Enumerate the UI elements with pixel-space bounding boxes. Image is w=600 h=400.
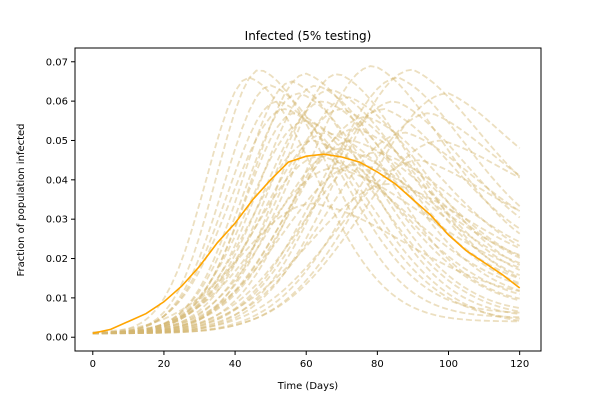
simulation-run-line [92,72,520,335]
simulation-run-line [92,84,520,334]
simulation-run-line [92,119,520,334]
y-tick-label: 0.00 [46,333,68,344]
simulation-run-line [92,88,521,335]
simulation-run-line [92,69,520,335]
x-axis-ticks: 0 20 40 60 80 100 120 [90,351,529,370]
simulation-run-line [92,96,521,335]
simulation-run-line [92,151,521,335]
y-tick-label: 0.02 [46,254,68,265]
simulation-run-line [92,68,521,335]
simulation-run-line [92,100,521,335]
plot-area-frame [74,47,542,352]
y-tick-label: 0.04 [46,175,68,186]
simulation-run-line [92,100,520,334]
x-tick-label: 120 [510,359,529,370]
x-tick-label: 60 [300,359,313,370]
simulation-run-line [92,112,520,335]
simulation-run-line [92,92,520,335]
simulation-run-line [92,65,521,335]
simulation-run-line [92,108,521,335]
x-axis-label: Time (Days) [277,381,339,392]
x-tick-label: 20 [158,359,171,370]
mean-line [92,153,521,335]
simulation-run-line [92,92,521,335]
simulation-run-line [92,100,521,335]
y-axis-label: Fraction of population infected [16,123,27,276]
x-tick-label: 0 [90,359,96,370]
simulation-run-line [92,80,520,335]
simulation-run-line [92,108,520,334]
simulation-run-line [92,163,521,334]
simulation-run-line [92,131,521,334]
simulation-run-line [92,84,520,335]
simulation-run-line [92,139,521,335]
mean-series [92,153,521,335]
simulation-run-line [92,73,521,335]
simulation-run-line [92,202,520,334]
simulation-run-line [92,76,520,334]
simulation-run-line [92,76,521,335]
x-tick-label: 80 [371,359,384,370]
simulation-runs [92,65,521,335]
simulation-run-line [92,155,520,334]
y-tick-label: 0.06 [46,97,68,108]
simulation-run-line [92,139,520,334]
y-tick-label: 0.03 [46,215,68,226]
chart-title: Infected (5% testing) [245,29,372,43]
y-tick-label: 0.01 [46,293,68,304]
simulation-run-line [92,147,521,334]
x-tick-label: 40 [229,359,242,370]
y-axis-ticks: 0.00 0.01 0.02 0.03 0.04 0.05 0.06 0.07 [46,57,75,344]
x-tick-label: 100 [439,359,458,370]
y-tick-label: 0.07 [46,57,68,68]
simulation-run-line [92,127,521,335]
y-tick-label: 0.05 [46,136,68,147]
simulation-run-line [92,159,521,335]
simulation-run-line [92,131,521,335]
